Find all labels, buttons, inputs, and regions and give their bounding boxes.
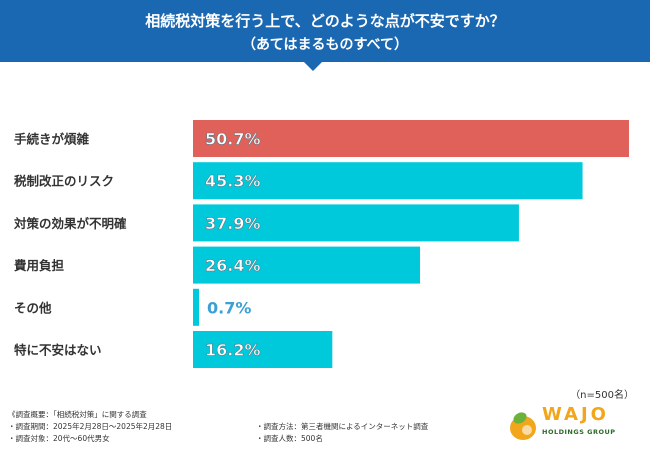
category-label: 特に不安はない: [14, 343, 102, 358]
value-label: 45.3%: [205, 172, 261, 191]
bar: [193, 162, 583, 200]
category-label: 対策の効果が不明確: [13, 216, 127, 231]
bar: [193, 204, 519, 242]
chart-header: 相続税対策を行う上で、どのような点が不安ですか？ （あてはまるものすべて）: [0, 0, 650, 62]
header-pointer: [303, 61, 323, 71]
sample-size-note: （n=500名）: [570, 390, 634, 401]
chart-title: 相続税対策を行う上で、どのような点が不安ですか？: [145, 12, 505, 30]
logo-name: WAJO: [542, 404, 609, 425]
survey-period: ・調査期間：2025年2月28日～2025年2月28日: [8, 422, 173, 431]
bar: [193, 120, 629, 157]
chart-subtitle: （あてはまるものすべて）: [242, 37, 408, 53]
bar: [193, 288, 200, 326]
bar: [193, 246, 421, 284]
survey-method: ・調査方法：第三者機関によるインターネット調査: [256, 422, 429, 431]
value-label: 37.9%: [205, 214, 261, 233]
bar: [193, 331, 333, 368]
category-label: 税制改正のリスク: [14, 174, 114, 189]
bar-chart: 手続きが煩雑 50.7% 税制改正のリスク 45.3% 対策の効果が不明確 37.9% 費用…: [13, 120, 629, 368]
value-label: 26.4%: [205, 256, 261, 275]
survey-count: ・調査人数：500名: [256, 434, 323, 443]
survey-target: ・調査対象：20代～60代男女: [8, 434, 110, 443]
logo-subtitle: HOLDINGS GROUP: [542, 428, 616, 436]
logo-mark-icon: [510, 412, 536, 440]
survey-overview: 《調査概要：「相続税対策」に関する調査: [8, 410, 147, 419]
category-label: 費用負担: [14, 258, 65, 273]
company-logo: WAJO HOLDINGS GROUP: [506, 402, 636, 444]
value-label: 0.7%: [207, 298, 251, 317]
category-label: その他: [14, 300, 52, 315]
category-label: 手続きが煩雑: [14, 132, 90, 147]
value-label: 50.7%: [205, 130, 261, 149]
value-label: 16.2%: [205, 341, 261, 360]
